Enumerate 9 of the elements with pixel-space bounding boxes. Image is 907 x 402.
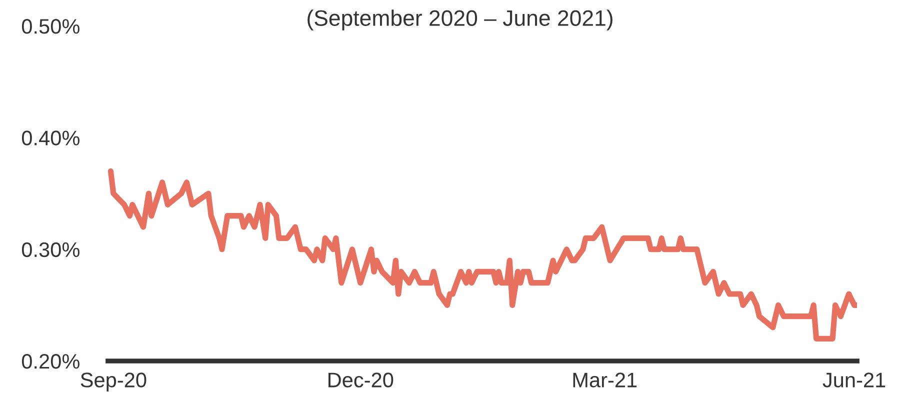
y-tick-label: 0.40% xyxy=(22,130,80,146)
y-tick-label: 0.30% xyxy=(22,242,80,258)
y-tick-label: 0.50% xyxy=(22,19,80,34)
x-tick-label: Mar-21 xyxy=(573,372,637,388)
x-tick-label: Dec-20 xyxy=(328,372,394,388)
y-tick-label: 0.20% xyxy=(22,354,80,369)
x-tick-label: Jun-21 xyxy=(822,372,886,388)
x-tick-label: Sep-20 xyxy=(80,372,146,392)
chart-subtitle: (September 2020 – June 2021) xyxy=(308,10,612,30)
